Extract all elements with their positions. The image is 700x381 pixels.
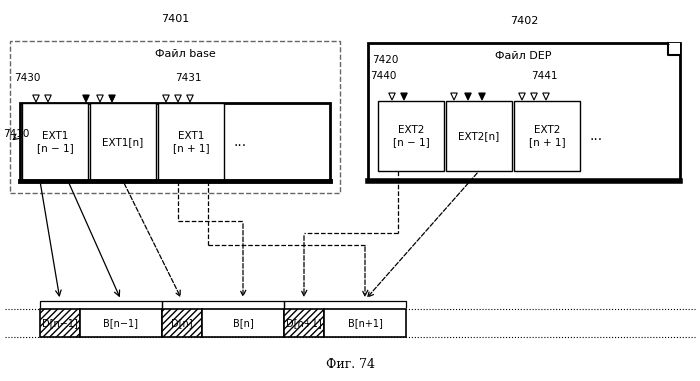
Text: 7440: 7440 — [370, 71, 396, 81]
Text: ...: ... — [589, 129, 603, 143]
Bar — [20, 103, 330, 181]
Polygon shape — [668, 43, 680, 55]
Polygon shape — [108, 95, 116, 102]
Bar — [90, 103, 156, 181]
Polygon shape — [45, 95, 51, 102]
Bar — [162, 309, 202, 337]
Text: EXT2[n]: EXT2[n] — [458, 131, 500, 141]
Polygon shape — [531, 93, 538, 100]
Polygon shape — [479, 93, 485, 100]
Polygon shape — [162, 95, 169, 102]
Polygon shape — [519, 93, 525, 100]
Text: EXT2
[n + 1]: EXT2 [n + 1] — [528, 125, 566, 147]
Text: 7430: 7430 — [14, 73, 40, 83]
Bar — [22, 103, 88, 181]
Text: EXT2
[n − 1]: EXT2 [n − 1] — [393, 125, 429, 147]
Bar — [446, 101, 512, 171]
Bar — [514, 101, 580, 171]
Polygon shape — [465, 93, 471, 100]
Text: B[n+1]: B[n+1] — [348, 318, 382, 328]
Bar — [80, 309, 162, 337]
Polygon shape — [97, 95, 104, 102]
Polygon shape — [175, 95, 181, 102]
Text: Файл DEP: Файл DEP — [495, 51, 552, 61]
Text: Фиг. 74: Фиг. 74 — [326, 358, 374, 371]
Text: ...: ... — [233, 135, 246, 149]
Text: 7420: 7420 — [372, 55, 398, 65]
Polygon shape — [187, 95, 193, 102]
Bar — [158, 103, 224, 181]
Text: EXT1
[n − 1]: EXT1 [n − 1] — [36, 131, 74, 153]
Bar — [376, 101, 668, 171]
Polygon shape — [33, 95, 39, 102]
Polygon shape — [83, 95, 90, 102]
Text: 7441: 7441 — [531, 71, 557, 81]
Bar — [378, 101, 444, 171]
Bar — [40, 309, 80, 337]
Text: Файл base: Файл base — [155, 49, 216, 59]
Bar — [368, 43, 680, 181]
Text: D[n+1]: D[n+1] — [286, 318, 322, 328]
Bar — [324, 309, 406, 337]
Text: 7402: 7402 — [510, 16, 538, 26]
Bar — [10, 41, 340, 193]
Text: B[n−1]: B[n−1] — [104, 318, 139, 328]
Text: 7431: 7431 — [175, 73, 202, 83]
Bar — [284, 309, 324, 337]
Text: D[n]: D[n] — [172, 318, 193, 328]
Polygon shape — [542, 93, 550, 100]
Text: 7410: 7410 — [3, 129, 29, 139]
Text: D[n−1]: D[n−1] — [42, 318, 78, 328]
Polygon shape — [389, 93, 396, 100]
Bar — [202, 309, 284, 337]
Text: EXT1[n]: EXT1[n] — [102, 137, 144, 147]
Polygon shape — [400, 93, 407, 100]
Polygon shape — [451, 93, 457, 100]
Text: 7401: 7401 — [161, 14, 189, 24]
Text: B[n]: B[n] — [232, 318, 253, 328]
Text: EXT1
[n + 1]: EXT1 [n + 1] — [173, 131, 209, 153]
